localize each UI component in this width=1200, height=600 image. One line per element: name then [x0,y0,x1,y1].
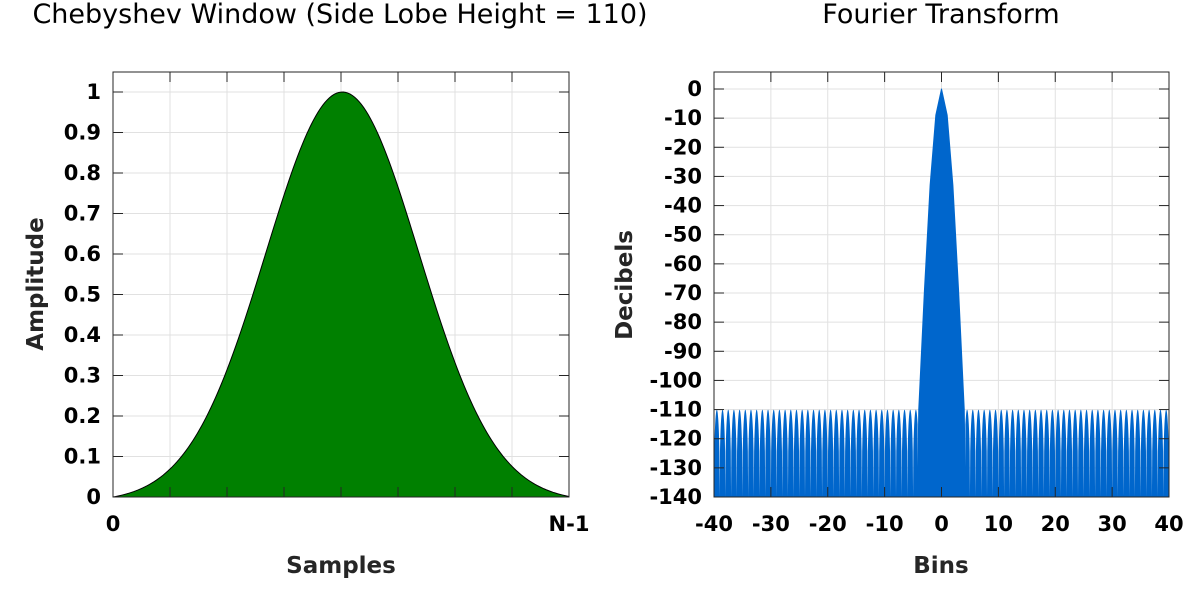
right-x-axis-label: Bins [913,553,968,579]
left-y-tick-label: 0.9 [64,121,101,145]
left-y-tick-label: 0.5 [64,283,101,307]
chebyshev-window-chart: Chebyshev Window (Side Lobe Height = 110… [23,0,648,579]
right-x-tick-label: -30 [752,512,790,536]
right-ticks [713,72,1170,498]
left-y-tick-label: 0.6 [64,242,101,266]
right-y-tick-label: -90 [664,339,702,363]
right-x-tick-label: 0 [934,512,949,536]
left-sidelobes [714,409,918,497]
right-x-tick-label: -20 [809,512,847,536]
left-y-tick-labels: 0 0.1 0.2 0.3 0.4 0.5 0.6 0.7 0.8 0.9 1 [64,80,101,509]
left-y-tick-label: 0.8 [64,161,101,185]
left-x-tick-label-start: 0 [106,512,121,536]
left-y-axis-label: Amplitude [23,217,49,350]
left-chart-title: Chebyshev Window (Side Lobe Height = 110… [32,0,647,30]
right-y-axis-label: Decibels [612,230,638,340]
right-y-tick-label: -110 [649,398,702,422]
right-x-tick-labels: -40 -30 -20 -10 0 10 20 30 40 [695,512,1184,536]
right-y-tick-labels: 0 -10 -20 -30 -40 -50 -60 -70 -80 -90 -100 -110 -120… [649,77,702,509]
right-chart-title: Fourier Transform [822,0,1059,30]
right-y-tick-label: -10 [664,106,702,130]
left-plot-area [112,91,570,498]
right-y-tick-label: -100 [649,368,702,392]
left-ticks [113,72,569,498]
left-y-tick-label: 0.2 [64,404,101,428]
left-y-tick-label: 0.1 [64,445,101,469]
right-y-tick-label: -60 [664,252,702,276]
right-x-tick-label: -10 [866,512,904,536]
left-y-tick-label: 0.4 [64,323,101,347]
right-y-tick-label: -50 [664,223,702,247]
left-x-tick-label-end: N-1 [549,512,590,536]
left-y-tick-label: 0.7 [64,202,101,226]
right-sidelobes [965,409,1169,497]
right-x-tick-label: 30 [1098,512,1127,536]
right-y-tick-label: -130 [649,456,702,480]
left-y-tick-label: 0.3 [64,364,101,388]
left-y-tick-label: 1 [86,80,101,104]
right-y-tick-label: -120 [649,427,702,451]
left-y-tick-label: 0 [86,485,101,509]
right-x-tick-label: 20 [1041,512,1070,536]
right-y-tick-label: 0 [687,77,702,101]
right-y-tick-label: -80 [664,310,702,334]
right-x-tick-label: 40 [1154,512,1183,536]
right-y-tick-label: -70 [664,281,702,305]
left-x-axis-label: Samples [286,553,396,579]
right-plot-area [714,88,1169,498]
right-x-tick-label: -40 [695,512,733,536]
right-y-tick-label: -20 [664,135,702,159]
right-x-tick-label: 10 [984,512,1013,536]
right-y-tick-label: -40 [664,194,702,218]
right-y-tick-label: -30 [664,164,702,188]
fourier-transform-chart: Fourier Transform 0 -10 -20 -30 -40 -50 -60 -70… [612,0,1184,579]
window-area [112,91,570,498]
main-lobe [917,88,966,498]
right-y-tick-label: -140 [649,485,702,509]
